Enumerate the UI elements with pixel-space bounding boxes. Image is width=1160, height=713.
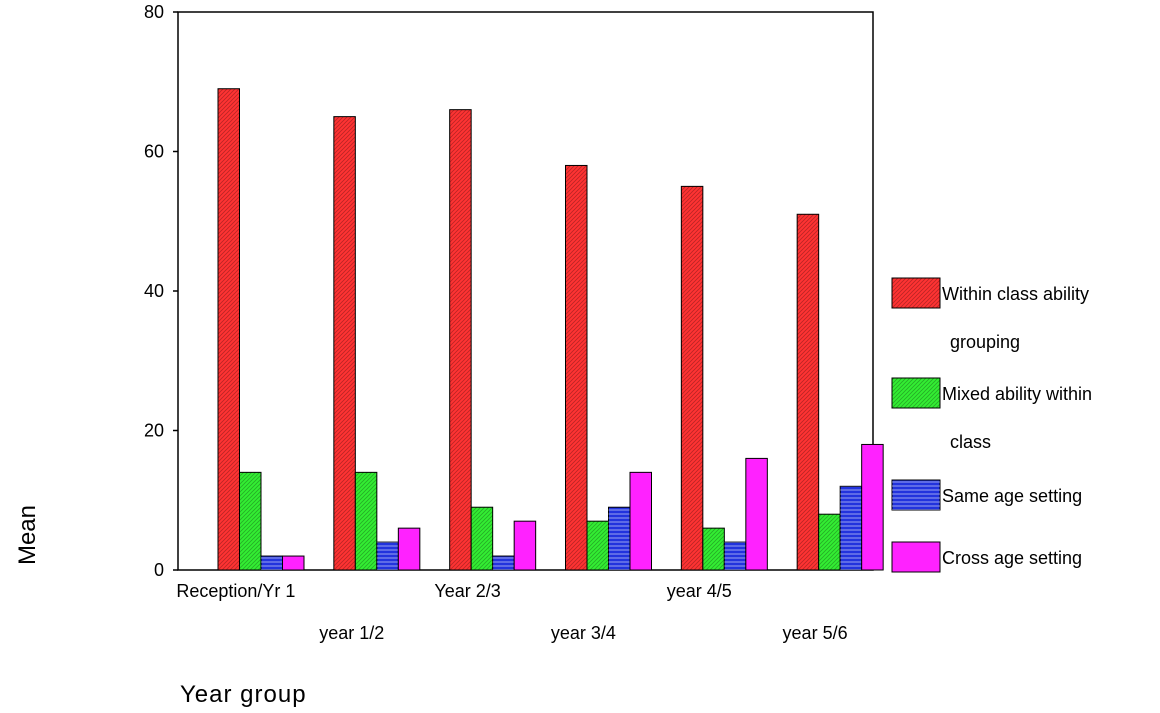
legend-label: Mixed ability within — [942, 384, 1092, 404]
bar-hatch — [333, 116, 356, 570]
bar-hatch — [587, 521, 609, 570]
bar-hatch — [355, 472, 377, 570]
bar-hatch — [261, 556, 283, 570]
x-tick-label: year 4/5 — [667, 581, 732, 601]
bar-hatch — [492, 556, 515, 570]
bar-hatch — [608, 507, 630, 570]
legend-swatch-hatch — [892, 278, 940, 308]
legend: Within class ability grouping Mixed abilit… — [891, 277, 1092, 573]
y-tick-label: 20 — [144, 421, 164, 441]
bar-hatch — [218, 88, 240, 570]
plot-frame — [177, 11, 874, 571]
y-tick-label: 60 — [144, 142, 164, 162]
legend-swatch — [891, 541, 941, 573]
bar-hatch — [565, 165, 587, 570]
legend-label: Same age setting — [942, 486, 1082, 506]
legend-label: Within class ability — [942, 284, 1089, 304]
legend-swatch-hatch — [892, 378, 940, 408]
x-tick-label: year 3/4 — [551, 623, 616, 643]
bar-hatch — [724, 542, 746, 570]
bar — [513, 520, 537, 571]
y-axis: 0 20 40 60 80 — [144, 2, 178, 580]
x-tick-label: year 5/6 — [783, 623, 848, 643]
y-tick-label: 0 — [154, 560, 164, 580]
y-tick-label: 40 — [144, 281, 164, 301]
bar-hatch — [797, 214, 819, 570]
bar-hatch — [702, 528, 725, 570]
bar-hatch — [681, 186, 703, 570]
bar — [282, 555, 305, 571]
bar-hatch — [818, 514, 841, 570]
bar-hatch — [840, 486, 862, 570]
x-tick-label: Reception/Yr 1 — [176, 581, 295, 601]
x-tick-label: Year 2/3 — [434, 581, 500, 601]
bar-hatch — [239, 472, 261, 570]
bar — [397, 527, 421, 571]
x-axis-tick-labels: Reception/Yr 1 year 1/2 Year 2/3 year 3/4 ye… — [176, 581, 847, 643]
bar-hatch — [449, 109, 472, 571]
y-tick-label: 80 — [144, 2, 164, 22]
x-tick-label: year 1/2 — [319, 623, 384, 643]
bar-hatch — [376, 542, 399, 570]
legend-swatch-hatch — [892, 480, 940, 510]
legend-label: class — [950, 432, 991, 452]
y-axis-title: Mean — [14, 505, 41, 565]
bar — [629, 471, 652, 571]
legend-label: Cross age setting — [942, 548, 1082, 568]
bars — [217, 88, 884, 571]
bar-hatch — [471, 507, 493, 570]
bar — [745, 457, 768, 571]
bar — [861, 443, 884, 571]
legend-label: grouping — [950, 332, 1020, 352]
x-axis-title: Year group — [180, 681, 307, 708]
